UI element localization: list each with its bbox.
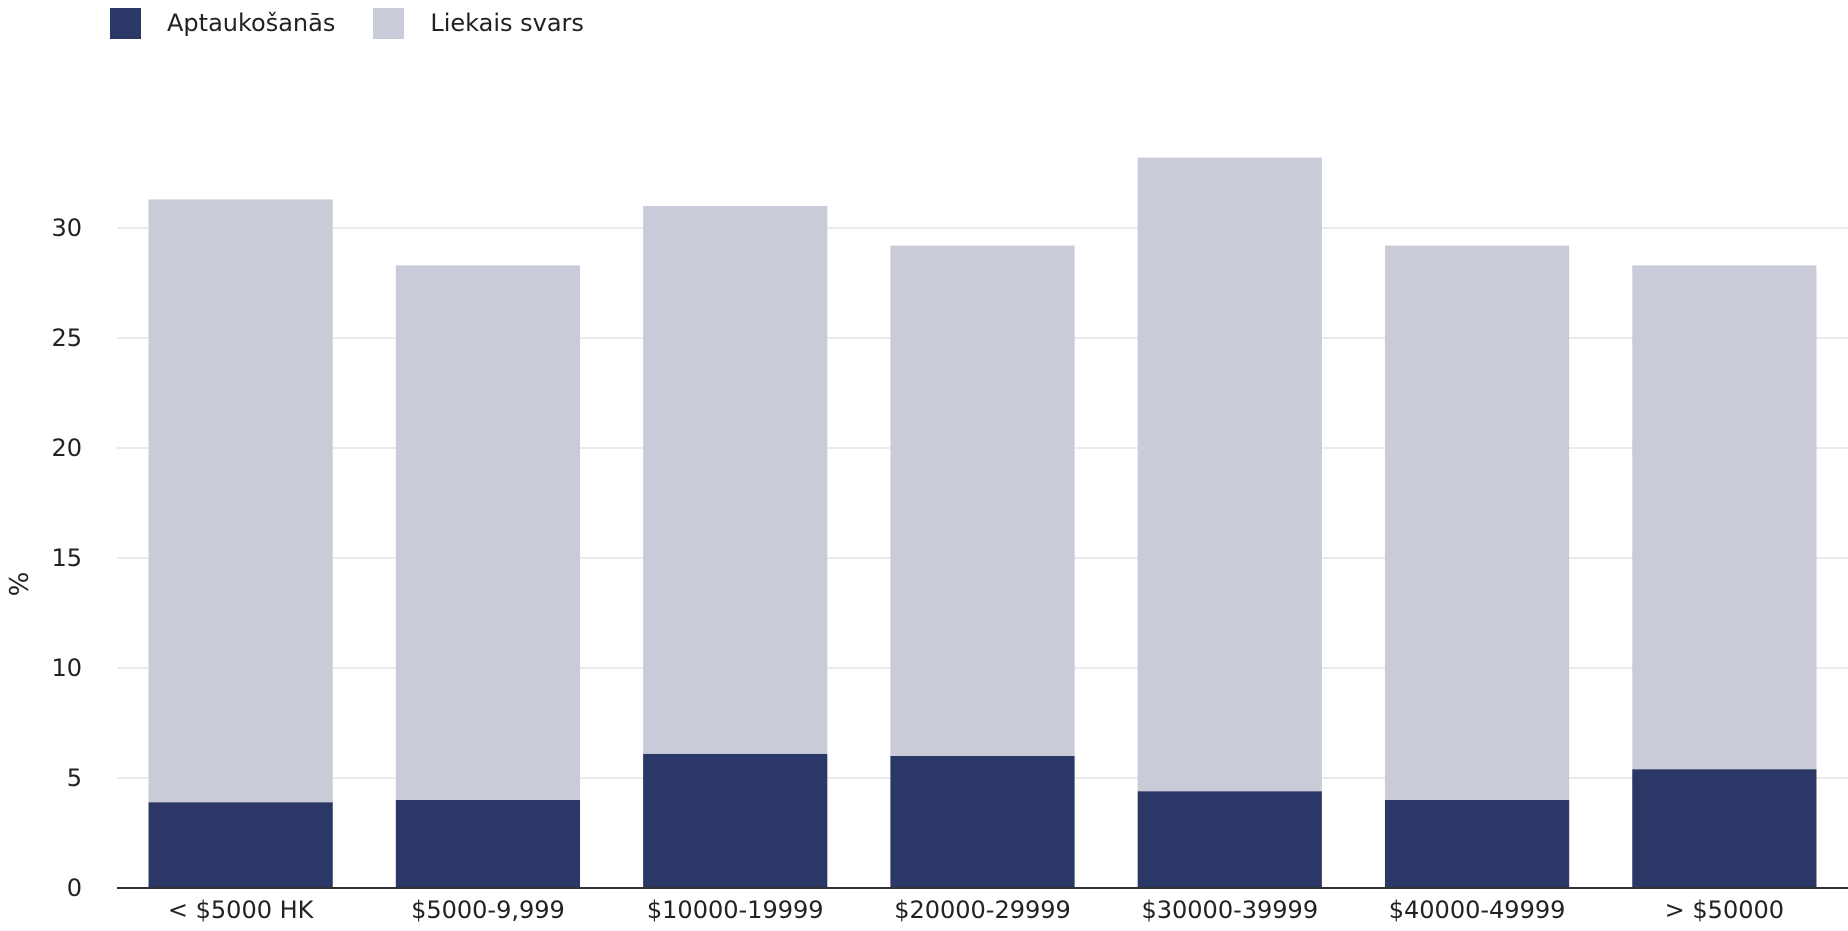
bar-overweight[interactable] bbox=[395, 265, 581, 800]
bar-obesity[interactable] bbox=[890, 756, 1075, 888]
bar-obesity[interactable] bbox=[1137, 791, 1322, 888]
y-axis-title: % bbox=[5, 572, 35, 597]
bar-overweight[interactable] bbox=[890, 245, 1075, 756]
bar-obesity[interactable] bbox=[395, 800, 581, 888]
bar-obesity[interactable] bbox=[643, 753, 828, 888]
y-tick-label: 0 bbox=[67, 874, 82, 902]
bar-overweight[interactable] bbox=[148, 199, 333, 803]
bar-overweight[interactable] bbox=[1632, 265, 1817, 770]
legend-swatch-overweight bbox=[373, 8, 405, 39]
y-tick-label: 10 bbox=[51, 654, 82, 682]
x-tick-label: $20000-29999 bbox=[894, 896, 1071, 924]
chart-legend: Aptaukošanās Liekais svars bbox=[110, 8, 622, 39]
x-tick-label: $40000-49999 bbox=[1389, 896, 1566, 924]
legend-item-overweight[interactable]: Liekais svars bbox=[373, 8, 584, 39]
x-tick-label: < $5000 HK bbox=[168, 896, 315, 924]
x-axis-ticks: < $5000 HK $5000-9,999 $10000-19999 $20000-… bbox=[168, 896, 1784, 924]
y-tick-label: 20 bbox=[51, 434, 82, 462]
bar-overweight[interactable] bbox=[643, 206, 828, 754]
bar-overweight[interactable] bbox=[1384, 245, 1570, 801]
bar-obesity[interactable] bbox=[1384, 800, 1570, 888]
x-tick-label: $5000-9,999 bbox=[411, 896, 565, 924]
bar-overweight[interactable] bbox=[1137, 157, 1322, 792]
x-tick-label: $30000-39999 bbox=[1141, 896, 1318, 924]
legend-label-overweight: Liekais svars bbox=[430, 9, 584, 37]
bars bbox=[148, 157, 1817, 888]
x-tick-label: $10000-19999 bbox=[647, 896, 824, 924]
y-tick-label: 15 bbox=[51, 544, 82, 572]
bar-obesity[interactable] bbox=[148, 802, 333, 888]
y-tick-label: 30 bbox=[51, 214, 82, 242]
x-tick-label: > $50000 bbox=[1665, 896, 1784, 924]
y-axis-ticks: 0 5 10 15 20 25 30 bbox=[51, 214, 82, 902]
y-tick-label: 25 bbox=[51, 324, 82, 352]
bar-obesity[interactable] bbox=[1632, 769, 1817, 888]
legend-label-obesity: Aptaukošanās bbox=[167, 9, 336, 37]
y-tick-label: 5 bbox=[67, 764, 82, 792]
legend-swatch-obesity bbox=[110, 8, 141, 39]
legend-item-obesity[interactable]: Aptaukošanās bbox=[110, 8, 335, 39]
